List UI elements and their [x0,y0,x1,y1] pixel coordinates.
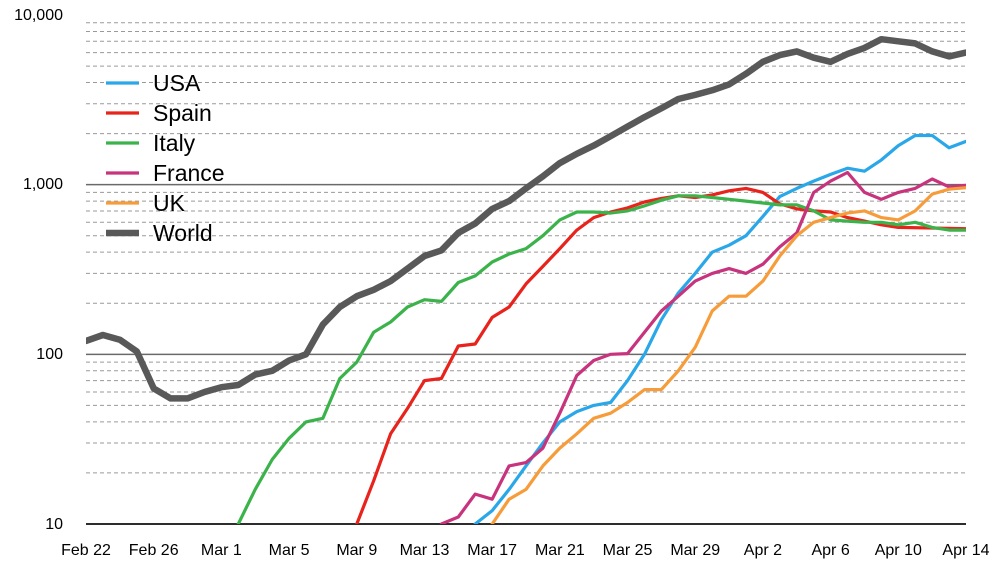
x-tick-label: Feb 26 [129,542,179,559]
series-line-uk [490,186,966,524]
legend-label-france: France [153,160,225,186]
x-tick-label: Apr 14 [942,542,989,559]
y-tick-label: 1,000 [23,176,63,193]
x-tick-label: Mar 25 [603,542,653,559]
series-line-italy [236,194,966,524]
series-line-world [86,35,966,402]
y-tick-label: 100 [36,346,63,363]
x-tick-label: Apr 2 [744,542,782,559]
x-tick-labels: Feb 22 Feb 26 Mar 1 Mar 5 Mar 9 Mar 13 Mar 17 M… [61,542,990,559]
x-tick-label: Mar 21 [535,542,585,559]
series-lines [86,35,966,524]
x-tick-label: Mar 5 [269,542,310,559]
y-tick-label: 10 [45,516,63,533]
legend-label-italy: Italy [153,130,196,156]
legend-label-usa: USA [153,70,201,96]
x-tick-label: Apr 6 [811,542,849,559]
x-tick-label: Mar 9 [336,542,377,559]
series-line-france [439,170,966,524]
legend-label-uk: UK [153,190,186,216]
y-tick-labels: 10 100 1,000 10,000 [14,7,63,533]
grid-lines [86,22,966,525]
series-line-usa [473,133,966,524]
legend-label-spain: Spain [153,100,212,126]
x-tick-label: Mar 1 [201,542,242,559]
x-tick-label: Feb 22 [61,542,111,559]
x-tick-label: Mar 13 [400,542,450,559]
x-tick-label: Apr 10 [875,542,922,559]
legend-label-world: World [153,220,213,246]
x-tick-label: Mar 29 [670,542,720,559]
y-tick-label: 10,000 [14,7,63,24]
x-tick-label: Mar 17 [467,542,517,559]
legend: USA Spain Italy France UK World [106,70,225,246]
series-line-spain [355,186,966,524]
